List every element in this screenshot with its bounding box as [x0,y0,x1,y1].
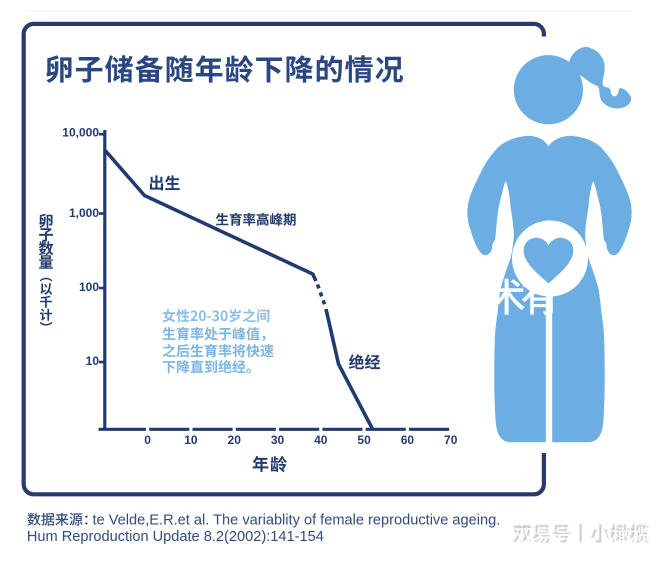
svg-text:60: 60 [401,433,415,447]
svg-text:40: 40 [314,433,328,447]
svg-text:50: 50 [357,433,371,447]
svg-text:te Velde,E.R.et al. The variab: te Velde,E.R.et al. The variablity of fe… [93,513,501,529]
svg-text:70: 70 [444,433,458,447]
svg-text:10,000: 10,000 [62,126,99,140]
svg-text:30: 30 [271,433,285,447]
svg-text:10: 10 [184,433,198,447]
svg-text:20: 20 [228,433,242,447]
svg-text:10: 10 [86,354,100,368]
svg-text:Hum Reproduction Update 8.2(20: Hum Reproduction Update 8.2(2002):141-15… [27,529,324,545]
svg-text:1,000: 1,000 [69,206,99,220]
svg-text:100: 100 [79,280,99,294]
svg-text:0: 0 [144,433,151,447]
